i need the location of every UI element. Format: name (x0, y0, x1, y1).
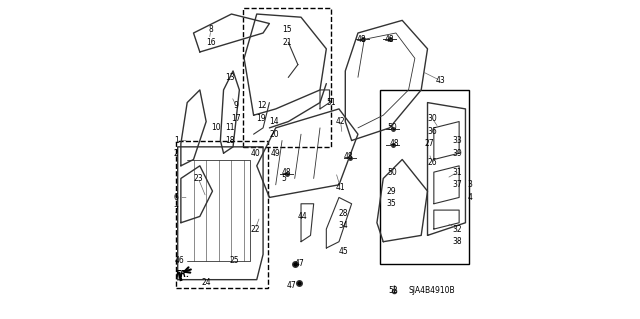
Text: 5: 5 (281, 174, 286, 183)
Text: FR.: FR. (175, 271, 189, 279)
Text: 10: 10 (211, 123, 220, 132)
Text: 19: 19 (257, 114, 266, 123)
Text: 22: 22 (250, 225, 260, 234)
Text: 50: 50 (388, 168, 397, 177)
Text: 12: 12 (257, 101, 266, 110)
Text: 48: 48 (282, 168, 292, 177)
Text: 24: 24 (202, 278, 211, 287)
Text: 11: 11 (225, 123, 235, 132)
Text: 3: 3 (468, 180, 473, 189)
Text: 48: 48 (344, 152, 353, 161)
Text: 9: 9 (234, 101, 239, 110)
Text: 47: 47 (294, 259, 305, 268)
Text: 39: 39 (452, 149, 463, 158)
Text: 15: 15 (282, 25, 292, 34)
Text: 14: 14 (269, 117, 279, 126)
Text: 48: 48 (390, 139, 399, 148)
Text: 13: 13 (225, 73, 235, 82)
Text: 27: 27 (424, 139, 434, 148)
Text: 41: 41 (336, 183, 346, 192)
Text: 48: 48 (385, 35, 394, 44)
Text: 42: 42 (336, 117, 346, 126)
Text: 18: 18 (225, 136, 235, 145)
Text: 4: 4 (468, 193, 473, 202)
Text: 37: 37 (452, 180, 463, 189)
Text: 28: 28 (339, 209, 348, 218)
Text: 34: 34 (339, 221, 349, 230)
Text: 36: 36 (428, 127, 437, 136)
Text: 35: 35 (387, 199, 396, 208)
Text: 20: 20 (269, 130, 279, 139)
Text: 44: 44 (298, 212, 307, 221)
Text: 31: 31 (452, 168, 462, 177)
Text: 29: 29 (387, 187, 396, 196)
Text: 7: 7 (173, 206, 179, 215)
Text: 43: 43 (435, 76, 445, 85)
Text: 21: 21 (282, 38, 292, 47)
Text: 23: 23 (193, 174, 203, 183)
Text: 2: 2 (173, 149, 179, 158)
Text: 51: 51 (326, 98, 336, 107)
Text: 40: 40 (250, 149, 260, 158)
Text: SJA4B4910B: SJA4B4910B (409, 286, 456, 295)
Text: 50: 50 (388, 123, 397, 132)
Text: 17: 17 (232, 114, 241, 123)
Text: 46: 46 (175, 256, 184, 265)
Text: 1: 1 (173, 136, 179, 145)
Text: 6: 6 (173, 193, 179, 202)
Text: 33: 33 (452, 136, 463, 145)
Text: 8: 8 (209, 25, 213, 34)
Text: 30: 30 (428, 114, 437, 123)
Text: 52: 52 (388, 286, 397, 295)
Text: 32: 32 (452, 225, 462, 234)
Text: 47: 47 (287, 281, 296, 291)
Text: 38: 38 (452, 237, 462, 246)
Text: 26: 26 (428, 158, 437, 167)
Text: 49: 49 (271, 149, 280, 158)
Text: 16: 16 (206, 38, 216, 47)
Text: 25: 25 (230, 256, 239, 265)
Text: 45: 45 (339, 247, 349, 256)
Text: 48: 48 (356, 35, 366, 44)
